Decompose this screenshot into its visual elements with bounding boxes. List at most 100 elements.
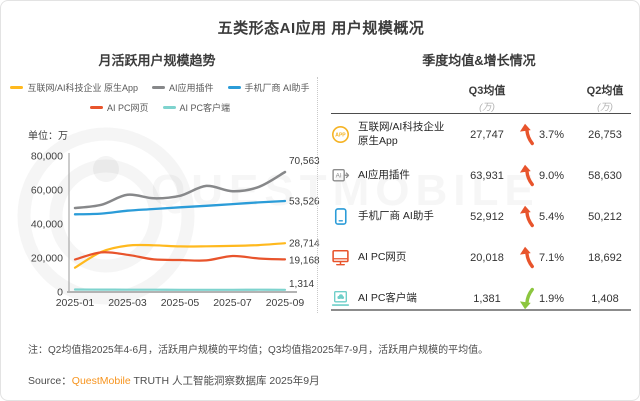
svg-text:0: 0 <box>57 287 63 299</box>
svg-text:80,000: 80,000 <box>31 151 63 163</box>
header-label-spacer <box>331 80 455 113</box>
row-q3-value: 52,912 <box>470 210 504 223</box>
table-row: APP 互联网/AI科技企业 原生App 27,747 3.7% 26,753 <box>331 114 631 155</box>
monitor-icon <box>332 249 349 266</box>
series-end-label: 28,714 <box>289 239 320 250</box>
row-category-label: 手机厂商 AI助手 <box>358 209 434 222</box>
unit-label: 单位：万 <box>28 131 68 142</box>
legend-item: AI PC客户端 <box>162 101 231 114</box>
svg-text:AI: AI <box>336 173 342 180</box>
row-category-label: AI PC网页 <box>358 250 407 263</box>
legend-label: AI应用插件 <box>169 83 214 93</box>
svg-text:2025-05: 2025-05 <box>161 297 200 309</box>
laptop-icon <box>331 290 350 306</box>
legend-label: AI PC网页 <box>106 103 149 113</box>
trend-subtitle: 月活跃用户规模趋势 <box>98 53 216 68</box>
svg-text:APP: APP <box>335 133 346 139</box>
svg-text:2025-03: 2025-03 <box>108 297 147 309</box>
row-growth: 5.4% <box>519 205 579 228</box>
row-q3-value: 27,747 <box>470 128 504 141</box>
row-growth: 1.9% <box>519 287 579 310</box>
row-growth-percent: 7.1% <box>539 251 565 264</box>
legend-item: AI PC网页 <box>89 101 149 114</box>
source-prefix: Source： <box>28 375 72 387</box>
row-category: AI PC客户端 <box>331 289 455 308</box>
svg-text:2025-01: 2025-01 <box>56 297 95 309</box>
table-row: AI AI应用插件 63,931 9.0% 58,630 <box>331 155 631 196</box>
row-category: AI PC网页 <box>331 248 455 267</box>
row-growth-percent: 5.4% <box>539 210 565 223</box>
row-growth: 7.1% <box>519 246 579 269</box>
series-end-label: 1,314 <box>289 279 314 290</box>
header-q3-unit: (万) <box>479 102 495 113</box>
row-category: APP 互联网/AI科技企业 原生App <box>331 121 455 147</box>
source-brand: QuestMobile <box>71 375 131 387</box>
legend-item: 手机厂商 AI助手 <box>227 81 310 94</box>
header-q2-unit: (万) <box>597 102 613 113</box>
legend-swatch-icon <box>227 85 241 90</box>
svg-text:20,000: 20,000 <box>31 253 63 265</box>
header-q3: Q3均值 (万) <box>455 80 519 113</box>
legend-swatch-icon <box>89 105 103 110</box>
header-q2-title: Q2均值 <box>586 85 624 97</box>
phone-icon <box>334 208 347 225</box>
row-q2-value: 50,212 <box>588 210 622 223</box>
page-title: 五类形态AI应用 用户规模概况 <box>217 20 425 37</box>
quarter-table-body: APP 互联网/AI科技企业 原生App 27,747 3.7% 26,753 AI AI应… <box>331 114 631 319</box>
row-growth-percent: 3.7% <box>539 128 565 141</box>
series-line <box>73 251 287 262</box>
footnote: 注：Q2均值指2025年4-6月，活跃用户规模的平均值；Q3均值指2025年7-… <box>28 345 489 356</box>
source-suffix: TRUTH 人工智能洞察数据库 2025年9月 <box>130 375 320 387</box>
legend-swatch-icon <box>10 85 24 90</box>
source-line: Source：QuestMobile TRUTH 人工智能洞察数据库 2025年… <box>28 373 320 388</box>
quarter-table: Q3均值 (万) Q2均值 (万) APP 互联网/AI科技企业 原生App 27,… <box>331 80 631 319</box>
series-line <box>73 242 287 269</box>
growth-up-arrow-icon <box>519 123 534 146</box>
growth-up-arrow-icon <box>519 205 534 228</box>
row-category-label: AI PC客户端 <box>358 291 417 304</box>
header-change-spacer <box>519 80 579 113</box>
legend-item: AI应用插件 <box>152 81 214 94</box>
row-q3-value: 63,931 <box>470 169 504 182</box>
row-growth-percent: 9.0% <box>539 169 565 182</box>
svg-text:2025-07: 2025-07 <box>213 297 252 309</box>
legend-swatch-icon <box>152 85 165 90</box>
legend-swatch-icon <box>162 105 176 110</box>
quarter-subtitle: 季度均值&增长情况 <box>422 53 536 68</box>
table-row: AI PC网页 20,018 7.1% 18,692 <box>331 237 631 278</box>
row-growth: 3.7% <box>519 123 579 146</box>
legend-label: 手机厂商 AI助手 <box>244 83 310 93</box>
svg-text:40,000: 40,000 <box>31 219 63 231</box>
chart-legend: 互联网/AI科技企业 原生App AI应用插件 手机厂商 AI助手 AI PC网页 AI… <box>9 81 311 121</box>
legend-label: AI PC客户端 <box>179 103 231 113</box>
row-q3-value: 20,018 <box>470 251 504 264</box>
plugin-icon: AI <box>332 169 350 182</box>
series-end-label: 19,168 <box>289 255 320 266</box>
growth-up-arrow-icon <box>519 164 534 187</box>
legend-row: AI PC网页 AI PC客户端 <box>9 101 311 114</box>
header-q3-title: Q3均值 <box>468 85 506 97</box>
header-q2: Q2均值 (万) <box>579 80 631 113</box>
growth-up-arrow-icon <box>519 246 534 269</box>
row-q2-value: 26,753 <box>588 128 622 141</box>
row-q3-value: 1,381 <box>473 292 501 305</box>
table-row: 手机厂商 AI助手 52,912 5.4% 50,212 <box>331 196 631 237</box>
row-category: AI AI应用插件 <box>331 166 455 185</box>
app-icon: APP <box>332 126 349 143</box>
quarter-table-header: Q3均值 (万) Q2均值 (万) <box>331 80 631 114</box>
row-category: 手机厂商 AI助手 <box>331 207 455 226</box>
legend-label: 互联网/AI科技企业 原生App <box>27 83 138 93</box>
svg-text:2025-09: 2025-09 <box>266 297 305 309</box>
row-q2-value: 58,630 <box>588 169 622 182</box>
series-end-label: 53,526 <box>289 197 320 208</box>
row-category-label: AI应用插件 <box>358 168 410 181</box>
row-q2-value: 1,408 <box>591 292 619 305</box>
growth-down-arrow-icon <box>519 287 534 310</box>
table-bottom-rule <box>331 309 631 311</box>
series-line <box>73 199 287 216</box>
series-line <box>73 170 287 210</box>
line-chart: 0 20,000 40,000 60,000 80,000 2025-01 2025-03 2… <box>31 151 320 310</box>
table-row: AI PC客户端 1,381 1.9% 1,408 <box>331 278 631 319</box>
series-end-label: 70,563 <box>289 156 320 167</box>
